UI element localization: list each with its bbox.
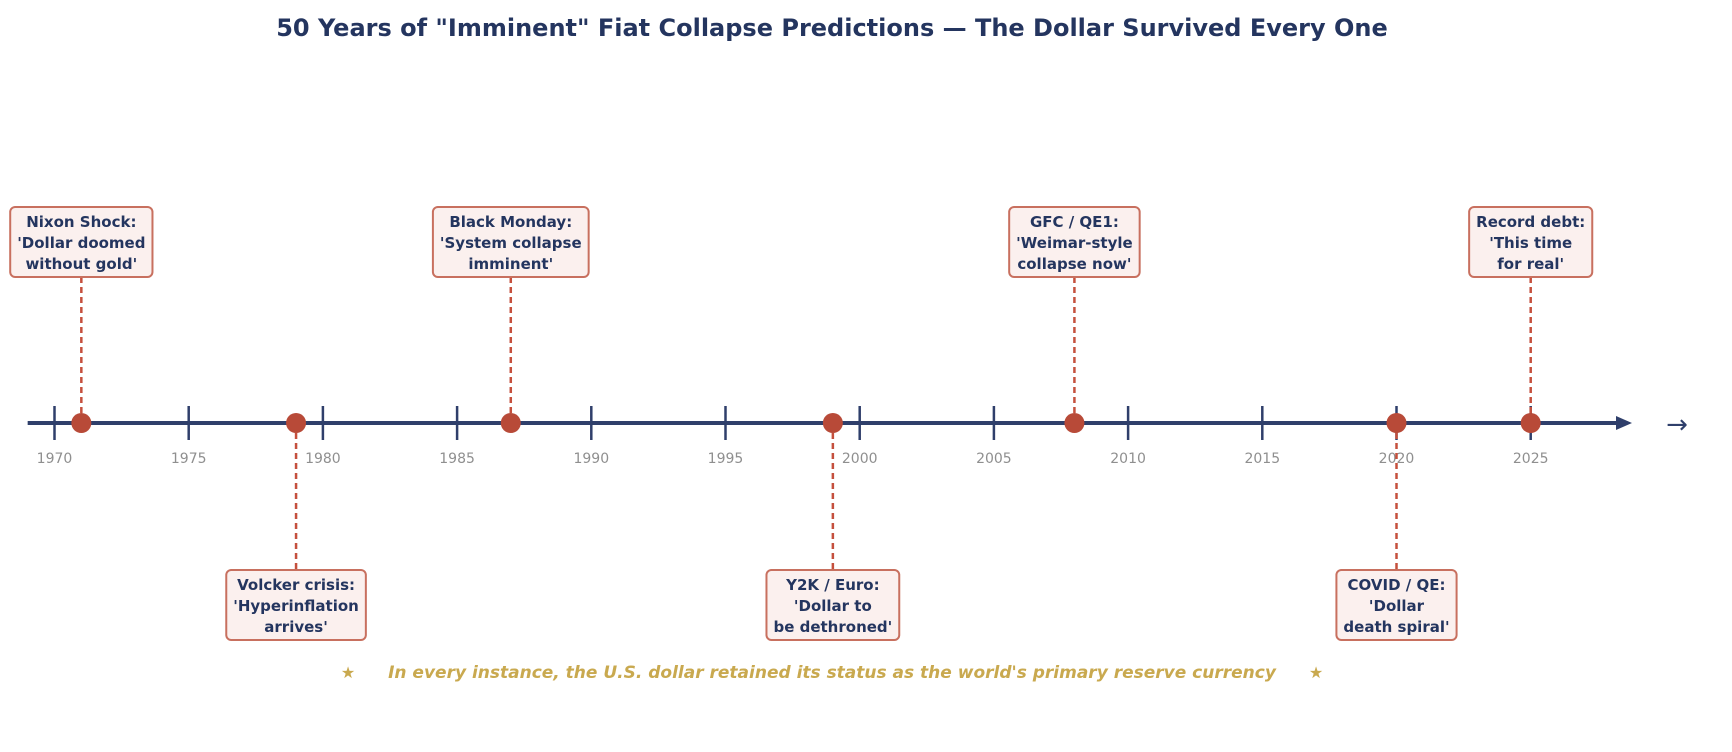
event-quote-line: 'Dollar — [1369, 597, 1425, 615]
tick-label: 2025 — [1513, 451, 1549, 467]
tick-label: 2010 — [1110, 451, 1146, 467]
event-quote-line: 'Weimar-style — [1016, 234, 1132, 252]
event-box — [225, 569, 367, 641]
tick-label: 2005 — [976, 451, 1012, 467]
event-box — [1008, 206, 1141, 278]
event-box — [431, 206, 590, 278]
event-callout: GFC / QE1: 'Weimar-style collapse now' — [1008, 206, 1141, 278]
axis-continues-arrow-icon: → — [1666, 410, 1688, 440]
event-marker — [1520, 413, 1541, 433]
event-callout: Record debt: 'This time for real' — [1468, 206, 1594, 278]
event-box — [1335, 569, 1458, 641]
event-marker — [1064, 413, 1085, 433]
event-quote-line: without gold' — [25, 255, 137, 273]
star-icon: ★ — [1309, 663, 1323, 682]
axis-arrowhead — [1616, 416, 1632, 430]
event-title: COVID / QE: — [1348, 576, 1446, 594]
event-box — [765, 569, 901, 641]
event-markers — [71, 413, 1541, 433]
event-quote-line: 'Dollar to — [794, 597, 872, 615]
event-box — [9, 206, 154, 278]
event-callout: Nixon Shock: 'Dollar doomed without gold' — [9, 206, 154, 278]
event-quote-line: arrives' — [264, 618, 328, 636]
event-quote-line: 'This time — [1489, 234, 1572, 252]
tick-label: 1990 — [573, 451, 609, 467]
tick-label: 1975 — [171, 451, 207, 467]
event-marker — [500, 413, 521, 433]
event-connectors — [80, 277, 1532, 570]
event-quote-line: be dethroned' — [773, 618, 892, 636]
footer-note: ★ In every instance, the U.S. dollar ret… — [341, 663, 1323, 683]
event-title: Record debt: — [1476, 213, 1585, 231]
tick-label: 1980 — [305, 451, 341, 467]
event-quote-line: imminent' — [468, 255, 553, 273]
event-quote-line: collapse now' — [1017, 255, 1131, 273]
event-callout: Volcker crisis: 'Hyperinflation arrives' — [225, 569, 367, 641]
chart-title: 50 Years of "Imminent" Fiat Collapse Pre… — [276, 14, 1388, 42]
event-title: Y2K / Euro: — [785, 576, 879, 594]
event-quote-line: 'System collapse — [440, 234, 582, 252]
event-quote-line: for real' — [1497, 255, 1564, 273]
event-marker — [1386, 413, 1407, 433]
event-marker — [822, 413, 843, 433]
event-callouts: Nixon Shock: 'Dollar doomed without gold' V… — [9, 206, 1594, 641]
footer-text: In every instance, the U.S. dollar retai… — [388, 663, 1277, 683]
event-marker — [71, 413, 92, 433]
event-quote-line: 'Dollar doomed — [17, 234, 145, 252]
tick-label: 2000 — [842, 451, 878, 467]
event-quote-line: 'Hyperinflation — [233, 597, 359, 615]
tick-label: 1985 — [439, 451, 475, 467]
event-title: GFC / QE1: — [1030, 213, 1119, 231]
tick-label: 2015 — [1244, 451, 1280, 467]
tick-labels: 1970 1975 1980 1985 1990 1995 2000 2005 2010 2015… — [37, 451, 1549, 467]
event-title: Nixon Shock: — [26, 213, 136, 231]
event-box — [1468, 206, 1594, 278]
event-marker — [286, 413, 307, 433]
tick-label: 1970 — [37, 451, 73, 467]
event-callout: Y2K / Euro: 'Dollar to be dethroned' — [765, 569, 901, 641]
star-icon: ★ — [341, 663, 355, 682]
event-callout: COVID / QE: 'Dollar death spiral' — [1335, 569, 1458, 641]
event-title: Volcker crisis: — [237, 576, 355, 594]
tick-label: 1995 — [708, 451, 744, 467]
event-quote-line: death spiral' — [1343, 618, 1449, 636]
event-callout: Black Monday: 'System collapse imminent' — [431, 206, 590, 278]
event-title: Black Monday: — [449, 213, 572, 231]
